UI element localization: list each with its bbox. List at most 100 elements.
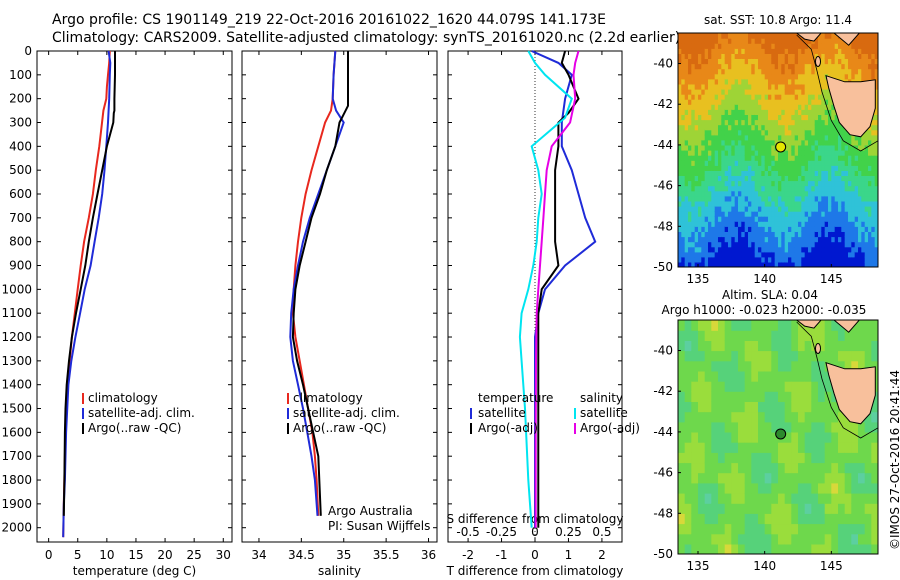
sst_map-cell [728,175,732,182]
sla_map-cell [744,493,752,504]
sst_map-cell [834,58,839,65]
sla_map-cell [851,503,859,514]
sst_map-cell [834,68,839,75]
sst_map-cell [728,221,732,227]
sst_map-cell [771,165,776,171]
sla_map-cell [704,401,712,413]
sla_map-cell [771,340,779,352]
sst_map-argo-marker [775,141,787,153]
sla_map-cell [704,462,712,474]
sla_map-cell [791,503,799,514]
sst_map-cell [714,78,719,85]
sst_map-cell [741,195,746,202]
sst_map-cell [728,73,732,80]
sla_map-cell [718,320,726,331]
sst_map-cell [818,73,822,80]
sst_map-cell [818,33,822,39]
sst_map-cell [824,134,829,141]
sst_map-cell [848,231,852,238]
sst_map-cell [691,231,696,238]
sst_map-cell [761,63,766,70]
sla_map-cell [771,431,779,443]
sst_map-cell [694,124,699,131]
sla_map-cell [871,360,878,372]
sla_map-cell [678,381,686,392]
sla_map-cell [758,442,766,453]
sst_map-cell [784,211,789,217]
sst_map-cell [734,144,739,151]
sst_map-cell [791,89,796,95]
sst_map-cell [828,144,832,151]
sst_map-cell [784,78,789,85]
sst_map-cell [758,226,762,232]
sst_map-cell [748,251,752,258]
sst_map-cell [734,114,739,121]
sst_map-cell [724,200,729,207]
sst_map-cell [804,129,809,136]
sst_map-cell [831,109,836,115]
sst_map-cell [778,94,782,100]
sst_map-cell [741,63,746,70]
sla_map-cell [871,340,878,352]
sst_map-cell [818,221,822,227]
sst_map-cell [694,89,699,95]
sla_map-cell [824,533,832,545]
sst_map-cell [858,251,862,258]
sst_map-cell [874,68,878,75]
sst_map-cell [708,185,712,192]
sst_map-cell [758,48,762,54]
sla_map-ytick-label: -48 [653,506,673,520]
sst_map-cell [874,53,878,59]
sst_map-cell [781,33,786,39]
sst_map-cell [824,185,829,192]
sst_map-cell [734,38,739,44]
sla_map-cell [724,523,732,535]
sst_map-cell [841,226,846,232]
sst_map-cell [688,160,692,166]
sla_map-cell [684,391,692,402]
sst_map-cell [698,114,702,121]
sla_map-cell [724,401,732,413]
sla_map-cell [864,462,872,474]
sst_map-cell [791,231,796,238]
sla_map-cell [704,533,712,545]
sst_map-cell [761,180,766,187]
sla_map-cell [818,431,826,443]
sla_map-cell [691,411,699,423]
sst_map-cell [824,256,829,263]
sst_map-cell [718,211,722,217]
sla_map-cell [831,350,839,362]
sst_map-cell [828,190,832,197]
sst_map-cell [774,43,779,49]
sla_map-cell [724,452,732,464]
sla_map-cell [684,452,692,464]
sla_map-cell [731,360,739,372]
sst_map-cell [738,134,742,141]
sst_map-cell [791,129,796,136]
sst_map-cell [798,211,802,217]
sst_map-cell [774,33,779,39]
sst_map-cell [764,48,769,54]
sst_map-cell [804,89,809,95]
sst_map-cell [701,78,706,85]
sla_map-cell [704,472,712,484]
sst_map-cell [791,83,796,90]
sst_map-cell [864,175,869,182]
sla_map-cell [764,472,772,484]
sst_map-cell [738,129,742,136]
sst_map-cell [871,48,876,54]
sst_map-cell [818,104,822,110]
sst_map-cell [701,206,706,212]
sla_map-cell [764,523,772,535]
temperature-xtick-label: 25 [187,548,202,562]
sst_map-cell [874,226,878,232]
sst_map-cell [784,89,789,95]
sst_map-cell [858,160,862,166]
sst_map-cell [751,53,756,59]
sst_map-cell [848,170,852,176]
sst_map-cell [824,155,829,161]
sst_map-cell [808,99,812,105]
sst_map-xtick-label: 140 [753,272,776,286]
sst_map-cell [724,33,729,39]
sla_map-ytick-label: -40 [653,344,673,358]
